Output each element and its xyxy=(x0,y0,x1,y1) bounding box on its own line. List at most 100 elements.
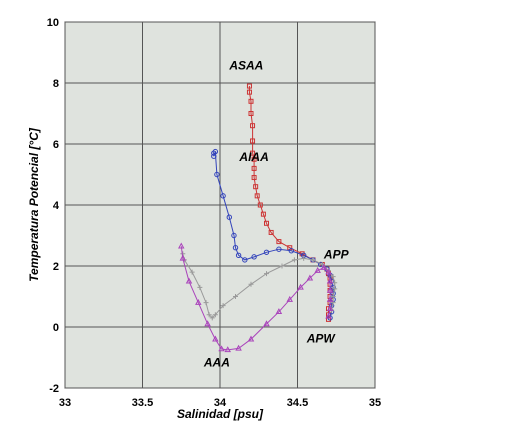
data-point xyxy=(211,150,217,156)
series-layer xyxy=(178,83,338,353)
data-point xyxy=(212,312,218,318)
data-point xyxy=(195,298,202,305)
annotation-apw: APW xyxy=(306,331,337,345)
data-point xyxy=(197,284,203,290)
x-tick-label: 33.5 xyxy=(132,397,153,409)
data-point xyxy=(301,255,307,261)
data-point xyxy=(246,89,252,95)
data-point xyxy=(330,284,336,291)
data-point xyxy=(226,214,233,220)
annotation-aiaa: AIAA xyxy=(238,150,268,164)
annotations: ASAA AIAA APP APW AAA xyxy=(203,58,350,369)
data-point xyxy=(235,252,242,259)
data-point xyxy=(306,274,314,281)
data-point xyxy=(264,220,269,226)
data-point xyxy=(232,245,239,251)
data-point xyxy=(224,346,231,353)
data-point xyxy=(250,150,256,156)
data-point xyxy=(330,294,336,299)
data-point xyxy=(251,175,257,181)
data-point xyxy=(264,271,269,277)
data-point xyxy=(248,281,254,287)
data-point xyxy=(288,248,294,254)
y-tick-label: 8 xyxy=(53,78,59,90)
data-point xyxy=(211,153,217,159)
data-point xyxy=(276,239,282,245)
data-point xyxy=(250,138,256,144)
data-point xyxy=(310,257,316,263)
data-point xyxy=(220,303,226,309)
annotation-asaa: ASAA xyxy=(228,58,263,72)
data-point xyxy=(268,229,274,235)
data-point xyxy=(297,283,304,290)
annotation-app: APP xyxy=(323,247,350,261)
data-point xyxy=(250,123,256,129)
data-point xyxy=(279,263,285,269)
data-point xyxy=(320,263,328,270)
grid xyxy=(64,21,376,389)
data-point xyxy=(247,335,255,342)
data-point xyxy=(263,320,270,327)
data-point xyxy=(251,254,257,260)
data-point xyxy=(260,211,266,217)
y-axis-title: Temperatura Potencial [°C] xyxy=(27,127,41,282)
x-tick-label: 34 xyxy=(214,397,227,409)
x-tick-label: 34.5 xyxy=(287,397,308,409)
data-point xyxy=(326,286,334,293)
data-point xyxy=(248,111,254,116)
data-point xyxy=(214,171,220,178)
data-point xyxy=(332,280,338,286)
data-point xyxy=(276,246,282,252)
tick-labels: 33 33.5 34 34.5 35 -2 0 2 4 6 8 10 xyxy=(47,17,381,409)
data-point xyxy=(275,308,283,315)
data-point xyxy=(330,274,336,280)
data-point xyxy=(330,300,336,306)
data-point xyxy=(257,202,263,208)
y-tick-label: 10 xyxy=(47,17,59,29)
data-point xyxy=(178,242,185,249)
data-point xyxy=(233,294,238,299)
data-point xyxy=(248,98,254,104)
data-point xyxy=(326,316,331,322)
data-point xyxy=(251,156,257,162)
x-tick-label: 35 xyxy=(369,397,381,409)
data-point xyxy=(185,277,193,284)
data-point xyxy=(325,312,332,319)
data-point xyxy=(254,193,260,199)
data-point xyxy=(314,266,321,273)
data-point xyxy=(291,257,297,263)
data-point xyxy=(251,165,257,171)
data-point xyxy=(220,193,226,199)
series-plus xyxy=(180,251,338,321)
y-tick-label: 4 xyxy=(53,200,60,212)
data-point xyxy=(242,257,248,263)
data-point xyxy=(253,184,259,190)
y-tick-label: 0 xyxy=(53,322,59,334)
y-tick-label: -2 xyxy=(49,383,59,395)
data-point xyxy=(235,344,242,351)
data-point xyxy=(246,83,252,89)
series-triangle xyxy=(178,242,334,353)
data-point xyxy=(206,312,212,318)
data-point xyxy=(179,254,187,261)
series-line xyxy=(180,246,331,351)
y-tick-label: 6 xyxy=(53,139,59,151)
data-point xyxy=(332,286,338,292)
x-tick-label: 33 xyxy=(59,397,71,409)
annotation-aaa: AAA xyxy=(203,356,230,370)
data-point xyxy=(212,335,219,342)
data-point xyxy=(326,277,334,284)
data-point xyxy=(231,232,237,239)
data-point xyxy=(326,295,334,302)
data-point xyxy=(218,345,225,352)
data-point xyxy=(203,300,209,306)
x-axis-title: Salinidad [psu] xyxy=(177,407,264,421)
data-point xyxy=(209,315,215,321)
data-point xyxy=(286,295,293,302)
data-point xyxy=(263,249,270,255)
data-point xyxy=(212,148,219,155)
data-point xyxy=(326,305,334,311)
data-point xyxy=(189,269,195,275)
data-point xyxy=(204,320,211,327)
